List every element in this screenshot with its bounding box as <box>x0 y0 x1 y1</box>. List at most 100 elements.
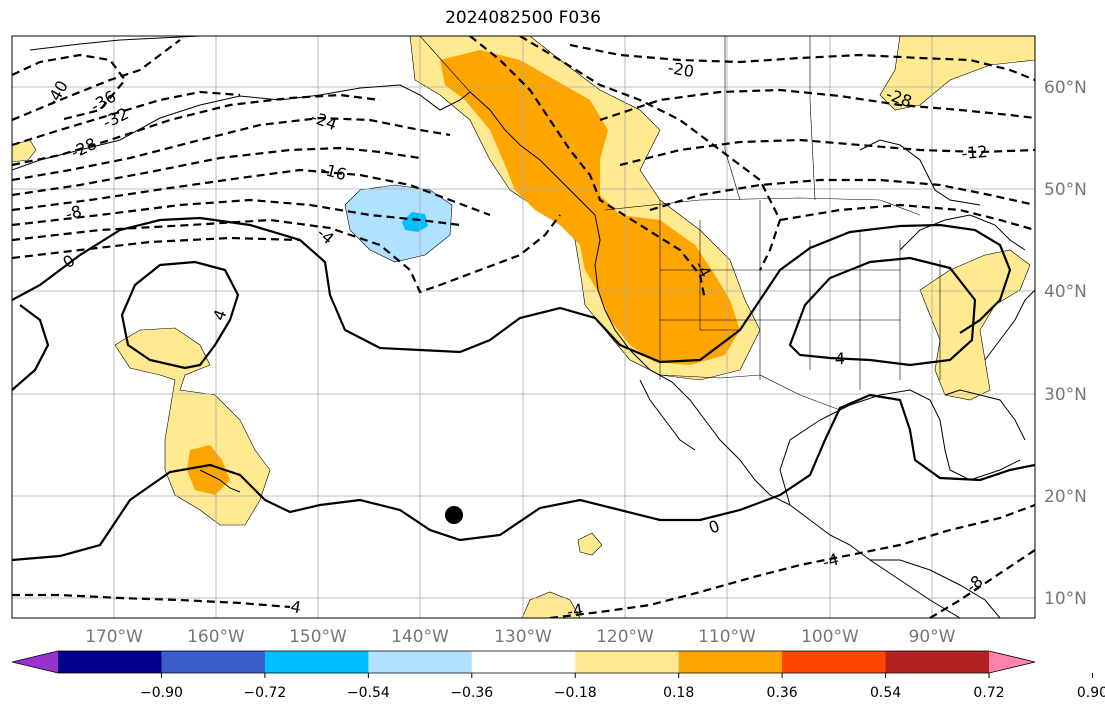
border-us-states-2 <box>699 220 740 331</box>
contours-solid <box>12 216 1035 562</box>
contour-south-neg4-a <box>12 593 291 609</box>
map-title: 2024082500 F036 <box>445 8 601 28</box>
colorbar-segment <box>575 651 680 673</box>
coast-alaska-north <box>29 36 201 51</box>
latitude-labels: 60°N 50°N 40°N 30°N 20°N 10°N <box>1044 78 1087 609</box>
contour-4-us <box>788 256 977 367</box>
contour-neg28 <box>12 93 381 167</box>
shade-gulf-of-alaska-blue <box>402 212 428 232</box>
contour-0-loop-left <box>12 304 50 391</box>
contour-neg36 <box>12 39 181 122</box>
colorbar-segment <box>678 651 783 673</box>
shade-gulf-of-alaska-lightblue <box>344 184 453 263</box>
contour-0-south <box>12 393 1035 562</box>
contour-neg16 <box>12 168 491 217</box>
lat-label-50n: 50°N <box>1044 180 1087 200</box>
colorbar-tick-label: 0.72 <box>973 685 1004 701</box>
colorbar-segment <box>161 651 266 673</box>
coastlines <box>12 36 1035 618</box>
colorbar-outline <box>11 650 1036 674</box>
contour-label: -4 <box>283 596 302 617</box>
colorbar-segment <box>368 651 473 673</box>
coast-great-lakes <box>899 214 1026 251</box>
colorbar-segment <box>58 651 162 673</box>
contours-dashed <box>12 36 1035 618</box>
borders <box>419 36 941 411</box>
border-canada-prov-1 <box>724 36 741 201</box>
lon-label-110w: 110°W <box>698 627 756 647</box>
colorbar-tick-label: −0.36 <box>450 685 493 701</box>
colorbar-tick-label: −0.90 <box>140 685 183 701</box>
shade-hawaii-yellow <box>114 327 271 526</box>
contour-ne-2 <box>519 36 782 271</box>
colorbar-tick-label: 0.54 <box>870 685 901 701</box>
contour-neg24 <box>12 116 451 182</box>
lat-label-20n: 20°N <box>1044 487 1087 507</box>
border-alaska-canada <box>419 36 471 93</box>
colorbar-tick-label: −0.54 <box>347 685 390 701</box>
shading-positive <box>12 36 1035 618</box>
lon-label-100w: 100°W <box>801 627 859 647</box>
colorbar: −0.90 −0.72 −0.54 −0.36 −0.18 0.18 0.36 0.54 0.7… <box>11 650 1105 701</box>
storm-center-marker <box>445 506 463 524</box>
contour-neg20 <box>12 146 421 197</box>
colorbar-tick-label: 0.18 <box>663 685 694 701</box>
shade-northeast-yellow <box>879 36 1035 111</box>
coast-florida <box>944 389 1026 441</box>
coast-central-america <box>870 559 1001 618</box>
lon-label-130w: 130°W <box>494 627 552 647</box>
contour-ne-4 <box>599 88 1035 122</box>
coast-hudson <box>859 139 981 206</box>
lat-label-30n: 30°N <box>1044 385 1087 405</box>
colorbar-tick-label: 0.90 <box>1077 685 1105 701</box>
border-us-canada <box>604 197 921 216</box>
contour-ne-3 <box>569 43 1035 82</box>
lon-label-150w: 150°W <box>289 627 347 647</box>
lon-label-140w: 140°W <box>391 627 449 647</box>
contour-label: 4 <box>835 349 845 368</box>
shade-patch-2 <box>577 532 603 556</box>
contour-label: -4 <box>820 549 840 571</box>
colorbar-segment <box>471 651 576 673</box>
lat-label-10n: 10°N <box>1044 589 1087 609</box>
lat-label-40n: 40°N <box>1044 282 1087 302</box>
contour-neg32 <box>12 90 241 147</box>
coast-baja-peninsula <box>639 379 696 451</box>
lat-label-60n: 60°N <box>1044 78 1087 98</box>
shading-negative <box>344 184 453 263</box>
colorbar-extend-max <box>989 651 1035 673</box>
contour-neg40 <box>12 53 127 122</box>
colorbar-extend-min <box>12 651 58 673</box>
colorbar-segment <box>782 651 887 673</box>
lon-label-160w: 160°W <box>187 627 245 647</box>
contour-ne-7 <box>779 203 1035 232</box>
coast-hawaii <box>199 469 241 493</box>
colorbar-segment <box>264 651 369 673</box>
graticule <box>12 36 1035 618</box>
contour-label: -12 <box>961 142 989 163</box>
contour-south-neg8 <box>929 549 1035 618</box>
lon-label-170w: 170°W <box>85 627 143 647</box>
contour-ne-5 <box>619 138 1035 167</box>
colorbar-tick-label: −0.72 <box>243 685 286 701</box>
coast-east-us <box>984 289 1035 361</box>
colorbar-tick-label: 0.36 <box>767 685 798 701</box>
coast-bc <box>469 91 673 383</box>
contour-4-hawaii <box>120 260 240 370</box>
lon-label-90w: 90°W <box>909 627 956 647</box>
contour-label: -20 <box>666 58 695 81</box>
shade-west-coast-orange <box>440 50 740 365</box>
contour-neg4 <box>12 236 301 260</box>
shade-hawaii-orange <box>187 445 230 495</box>
contour-ne-1 <box>469 36 707 301</box>
shade-southeast-yellow <box>919 249 1031 401</box>
contour-south-neg4-b <box>549 503 1035 618</box>
lon-label-120w: 120°W <box>596 627 654 647</box>
contour-label: -4 <box>566 600 585 621</box>
shade-patch-3 <box>521 591 581 618</box>
contour-label: -8 <box>63 201 83 223</box>
longitude-labels: 170°W 160°W 150°W 140°W 130°W 120°W 110°… <box>85 627 956 647</box>
contour-0-north <box>12 216 1012 364</box>
colorbar-segment <box>885 651 990 673</box>
